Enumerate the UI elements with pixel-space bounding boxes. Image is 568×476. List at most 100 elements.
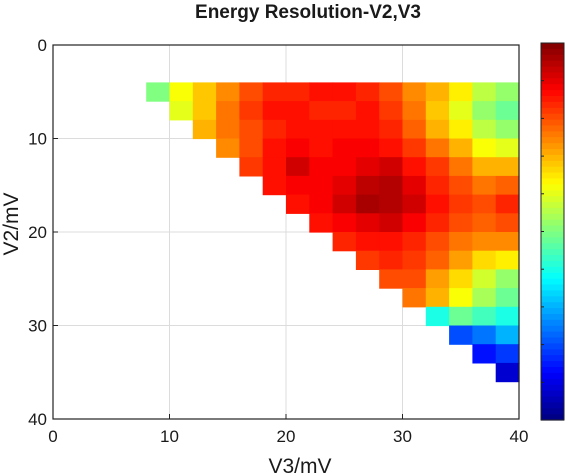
heatmap-cell bbox=[262, 138, 287, 158]
heatmap-cell bbox=[495, 119, 520, 140]
heatmap-cell bbox=[169, 82, 194, 102]
heatmap-cell bbox=[425, 213, 450, 233]
y-tick-label: 30 bbox=[28, 317, 47, 336]
colorbar-segment bbox=[541, 72, 564, 79]
heatmap-cell bbox=[262, 157, 287, 177]
colorbar-segment bbox=[541, 337, 564, 345]
heatmap-cell bbox=[402, 194, 427, 214]
heatmap-cell bbox=[402, 232, 427, 252]
colorbar-segment bbox=[541, 213, 564, 221]
colorbar-segment bbox=[541, 378, 564, 386]
heatmap-cell bbox=[425, 194, 450, 214]
colorbar-segment bbox=[541, 178, 564, 185]
heatmap-cell bbox=[402, 138, 427, 158]
heatmap-cell bbox=[355, 138, 380, 158]
heatmap-cell bbox=[332, 82, 357, 102]
heatmap-cell bbox=[449, 325, 473, 345]
colorbar-segment bbox=[541, 137, 564, 144]
heatmap-cell bbox=[425, 101, 450, 121]
heatmap-cell bbox=[425, 232, 450, 252]
heatmap-cell bbox=[449, 306, 473, 327]
colorbar-segment bbox=[541, 266, 564, 274]
heatmap-cell bbox=[355, 250, 380, 270]
heatmap-cell bbox=[472, 138, 497, 158]
heatmap-cell bbox=[309, 194, 334, 214]
heatmap-cell bbox=[239, 82, 264, 102]
colorbar-segment bbox=[541, 278, 564, 286]
heatmap-cell bbox=[379, 194, 404, 214]
heatmap-cell bbox=[495, 250, 520, 270]
heatmap-cell bbox=[495, 194, 520, 214]
colorbar-segment bbox=[541, 366, 564, 374]
heatmap-cell bbox=[495, 269, 520, 289]
heatmap-cell bbox=[379, 250, 404, 270]
heatmap-cell bbox=[355, 101, 380, 121]
colorbar-segment bbox=[541, 84, 564, 91]
heatmap-cell bbox=[286, 157, 310, 177]
colorbar-segment bbox=[541, 207, 564, 215]
heatmap-cell bbox=[379, 269, 404, 289]
heatmap-cell bbox=[379, 138, 404, 158]
colorbar-segment bbox=[541, 96, 564, 103]
colorbar-segment bbox=[541, 143, 564, 150]
heatmap-cell bbox=[495, 288, 520, 308]
heatmap-cell bbox=[309, 119, 334, 140]
heatmap-cell bbox=[472, 269, 497, 289]
heatmap-cell bbox=[379, 175, 404, 196]
heatmap-cell bbox=[239, 157, 264, 177]
heatmap-cell bbox=[309, 175, 334, 196]
colorbar-segment bbox=[541, 237, 564, 244]
heatmap-cell bbox=[495, 138, 520, 158]
colorbar-segment bbox=[541, 284, 564, 292]
heatmap-cell bbox=[472, 288, 497, 308]
heatmap-cell bbox=[355, 119, 380, 140]
heatmap-cell bbox=[449, 119, 473, 140]
colorbar-segment bbox=[541, 255, 564, 262]
heatmap-cell bbox=[169, 101, 194, 121]
colorbar-segment bbox=[541, 225, 564, 233]
heatmap-cell bbox=[332, 157, 357, 177]
heatmap-cell bbox=[192, 82, 217, 102]
heatmap-cell bbox=[472, 250, 497, 270]
colorbar-segment bbox=[541, 343, 564, 350]
heatmap-cell bbox=[425, 119, 450, 140]
heatmap-cell bbox=[402, 269, 427, 289]
heatmap-cell bbox=[355, 213, 380, 233]
heatmap-cell bbox=[355, 175, 380, 196]
colorbar-segment bbox=[541, 272, 564, 280]
colorbar-segment bbox=[541, 60, 564, 68]
colorbar-segment bbox=[541, 43, 564, 50]
colorbar-segment bbox=[541, 302, 564, 309]
heatmap-cell bbox=[379, 101, 404, 121]
heatmap-cell bbox=[332, 175, 357, 196]
heatmap-cell bbox=[449, 194, 473, 214]
heatmap-cell bbox=[309, 213, 334, 233]
heatmap-cell bbox=[262, 175, 287, 196]
heatmap-cell bbox=[495, 232, 520, 252]
x-tick-label: 0 bbox=[48, 427, 57, 446]
heatmap-cell bbox=[425, 175, 450, 196]
heatmap-cells bbox=[146, 82, 520, 383]
heatmap-cell bbox=[332, 138, 357, 158]
colorbar-segment bbox=[541, 202, 564, 209]
heatmap-cell bbox=[449, 269, 473, 289]
colorbar-segment bbox=[541, 196, 564, 203]
colorbar-segment bbox=[541, 325, 564, 333]
heatmap-cell bbox=[495, 344, 520, 364]
colorbar-segment bbox=[541, 384, 564, 392]
heatmap-cell bbox=[355, 82, 380, 102]
heatmap-cell bbox=[309, 101, 334, 121]
heatmap-cell bbox=[286, 194, 310, 214]
colorbar-segment bbox=[541, 166, 564, 174]
colorbar-segment bbox=[541, 48, 564, 56]
heatmap-cell bbox=[286, 138, 310, 158]
heatmap-cell bbox=[309, 138, 334, 158]
heatmap-cell bbox=[216, 101, 240, 121]
heatmap-cell bbox=[472, 306, 497, 327]
colorbar-segment bbox=[541, 308, 564, 315]
y-axis-label: V2/mV bbox=[0, 192, 23, 255]
colorbar-segment bbox=[541, 113, 564, 121]
colorbar-segment bbox=[541, 408, 564, 415]
heatmap-cell bbox=[472, 344, 497, 364]
